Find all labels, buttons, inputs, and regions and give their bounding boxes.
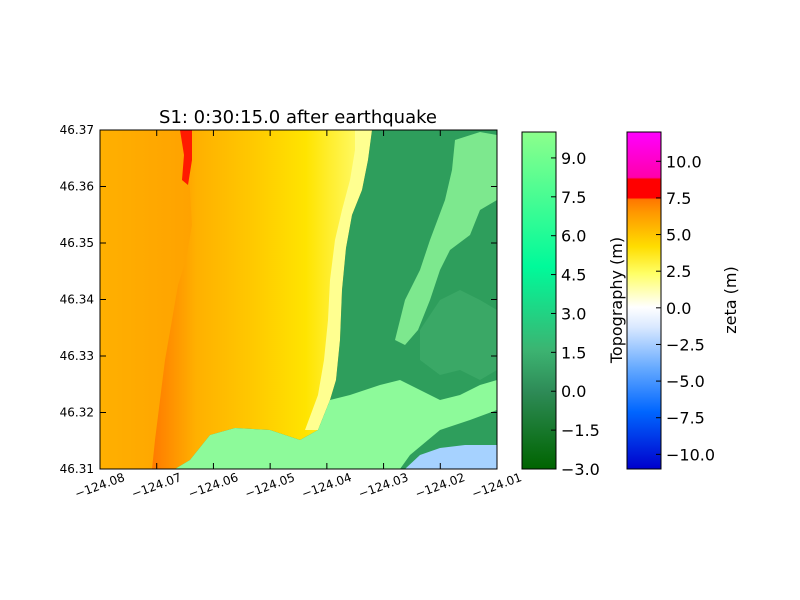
chart-title: S1: 0:30:15.0 after earthquake (159, 107, 437, 128)
y-tick-label: 46.31 (60, 462, 94, 476)
highland-southwest (175, 380, 497, 469)
lowland-east (420, 290, 497, 380)
y-tick-label: 46.35 (60, 236, 94, 250)
zeta-colorbar-tick-label: 7.5 (666, 189, 691, 208)
y-tick-label: 46.36 (60, 180, 94, 194)
x-tick-label: −124.05 (243, 470, 297, 501)
topography-colorbar-tick-label: 4.5 (561, 266, 586, 285)
inland-water (405, 445, 497, 469)
zeta-colorbar-tick-label: −2.5 (666, 335, 705, 354)
topography-colorbar-bar (521, 131, 557, 470)
beach-edge (305, 130, 372, 430)
y-tick-label: 46.37 (60, 123, 94, 137)
topography-colorbar-tick-label: 1.5 (561, 343, 586, 362)
x-tick-label: −124.06 (186, 470, 240, 501)
zeta-colorbar: 10.0 7.5 5.0 2.5 0.0 −2.5 −5.0 −7.5 −10.0 zeta (… (626, 131, 740, 470)
y-axis: 46.37 46.36 46.35 46.34 46.33 46.32 46.31 (60, 123, 497, 476)
topography-colorbar-tick-label: −1.5 (561, 421, 600, 440)
zeta-colorbar-tick-label: 10.0 (666, 152, 702, 171)
topography-colorbar-tick-label: 0.0 (561, 382, 586, 401)
topography-colorbar-tick-label: 9.0 (561, 149, 586, 168)
x-tick-label: −124.01 (470, 470, 524, 501)
zeta-colorbar-tick-label: −10.0 (666, 445, 715, 464)
x-tick-label: −124.04 (300, 470, 354, 501)
map-heatmap (100, 130, 497, 469)
x-tick-label: −124.07 (130, 470, 184, 501)
zeta-colorbar-tick-label: 0.0 (666, 299, 691, 318)
zeta-colorbar-tick-label: 5.0 (666, 226, 691, 245)
land-region (175, 130, 497, 469)
topography-colorbar-label: Topography (m) (607, 237, 626, 364)
zeta-colorbar-tick-label: 2.5 (666, 262, 691, 281)
surf-zone-region (152, 130, 372, 469)
zeta-colorbar-label: zeta (m) (721, 266, 740, 333)
topography-colorbar-tick-label: 7.5 (561, 188, 586, 207)
x-tick-label: −124.03 (356, 470, 410, 501)
y-tick-label: 46.33 (60, 349, 94, 363)
topography-colorbar: 9.0 7.5 6.0 4.5 3.0 1.5 0.0 −1.5 −3.0 Topography… (521, 131, 626, 479)
zeta-colorbar-bar (626, 131, 662, 470)
topography-colorbar-tick-label: −3.0 (561, 460, 600, 479)
zeta-colorbar-tick-label: −7.5 (666, 409, 705, 428)
highland-north (395, 132, 497, 345)
y-tick-label: 46.32 (60, 406, 94, 420)
topography-colorbar-tick-label: 6.0 (561, 227, 586, 246)
topography-colorbar-tick-label: 3.0 (561, 304, 586, 323)
y-tick-label: 46.34 (60, 293, 94, 307)
x-tick-label: −124.02 (413, 470, 467, 501)
zeta-colorbar-tick-label: −5.0 (666, 372, 705, 391)
runup-hotspot (180, 130, 192, 185)
